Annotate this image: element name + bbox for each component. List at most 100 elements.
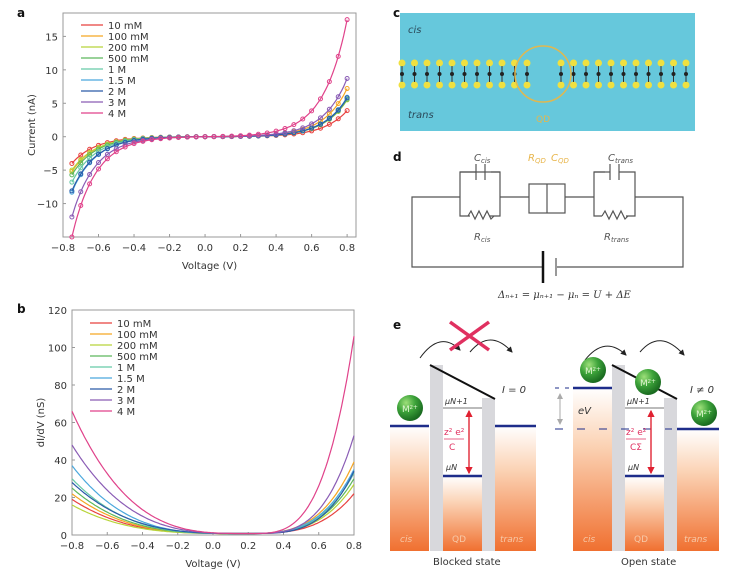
x-tick-label: 0.8 <box>346 541 362 552</box>
lipid-head <box>448 59 456 67</box>
lipid-head <box>557 59 565 67</box>
legend-label: 500 mM <box>117 352 158 363</box>
lipid-head <box>461 59 468 67</box>
equivalent-circuit: Ccis Rcis Ctrans Rtrans RQD CQD <box>411 153 684 283</box>
r-qd-label: RQD <box>528 153 546 165</box>
c-trans-label: Ctrans <box>608 153 633 165</box>
lipid-core <box>596 72 601 76</box>
iv-data-point <box>282 125 288 131</box>
lipid-head <box>670 81 677 89</box>
panel-label-c: c <box>393 6 401 20</box>
y-tick-label: 100 <box>48 344 67 355</box>
lipid-head <box>398 81 406 89</box>
iv-data-point <box>140 138 146 144</box>
qd-well <box>443 476 482 551</box>
hop-arrow-1 <box>584 345 627 361</box>
iv-data-point <box>78 160 84 166</box>
lipid-core <box>659 72 663 76</box>
iv-data-point <box>264 130 270 136</box>
wire-left <box>411 196 542 268</box>
iv-data-point <box>255 131 261 137</box>
legend-label: 200 mM <box>108 43 149 54</box>
iv-data-point <box>158 136 164 142</box>
lipid-head <box>595 59 602 67</box>
c-cis-label: Ccis <box>474 153 491 165</box>
lipid-core <box>475 72 479 76</box>
lipid-core <box>400 72 404 76</box>
lipid-head <box>620 59 627 67</box>
iv-data-point <box>113 146 119 152</box>
iv-data-point <box>273 128 279 134</box>
barrier-left <box>612 365 625 551</box>
r-trans-label: Rtrans <box>604 232 629 244</box>
x-tick-label: 0.8 <box>339 243 355 254</box>
membrane-schematic: cis trans QD <box>398 13 695 131</box>
y-tick-label: 10 <box>45 66 58 77</box>
legend-label: 3 M <box>108 98 126 109</box>
lipid-core <box>450 72 454 76</box>
iv-data-point <box>211 134 217 140</box>
y-axis-label: dI/dV (nS) <box>36 398 47 448</box>
iv-data-point <box>335 101 341 107</box>
lipid-core <box>646 72 651 76</box>
y-tick-label: 120 <box>48 306 67 317</box>
iv-data-point <box>344 76 350 82</box>
iv-data-point <box>202 134 208 140</box>
lipid-head <box>523 81 531 89</box>
lipid-head <box>436 59 443 67</box>
lipid-head <box>436 81 443 89</box>
lipid-head <box>523 59 531 67</box>
lipid-head <box>657 59 665 67</box>
wire-right <box>557 196 684 268</box>
hop-arrow-1 <box>419 341 461 359</box>
lipid-head <box>411 59 418 67</box>
lipid-head <box>423 81 431 89</box>
lipid-head <box>570 81 577 89</box>
mu-n-label: μN <box>445 463 457 472</box>
legend-label: 1 M <box>117 363 135 374</box>
conductance-line <box>71 336 355 535</box>
iv-data-point <box>326 79 332 85</box>
x-tick-label: −0.8 <box>60 541 84 552</box>
legend-label: 1 M <box>108 65 126 76</box>
charging-energy-den: C <box>449 443 455 453</box>
x-tick-label: −0.4 <box>130 541 154 552</box>
trans-reservoir <box>495 426 536 551</box>
iv-data-point <box>175 134 181 140</box>
iv-data-point <box>273 131 279 137</box>
ion-label: Mz+ <box>402 404 418 415</box>
qd-well <box>625 476 664 551</box>
legend-label: 100 mM <box>117 330 158 341</box>
x-tick-label: −0.6 <box>86 243 110 254</box>
y-tick-label: 80 <box>54 381 67 392</box>
legend-label: 100 mM <box>108 32 149 43</box>
lipid-head <box>595 81 602 89</box>
legend-label: 1.5 M <box>108 76 136 87</box>
panel-label-e: e <box>393 318 402 332</box>
blocked-state-caption: Blocked state <box>433 557 501 568</box>
iv-data-point <box>69 167 75 173</box>
legend-label: 500 mM <box>108 54 149 65</box>
y-tick-label: 20 <box>54 494 67 505</box>
lipid-head <box>657 81 665 89</box>
trans-rc-right <box>619 171 636 217</box>
legend-label: 2 M <box>108 87 126 98</box>
trans-rc-left <box>593 171 605 217</box>
iv-data-point <box>78 171 84 177</box>
iv-data-point <box>184 134 190 140</box>
lipid-head <box>645 59 652 67</box>
lipid-core <box>437 72 442 76</box>
x-tick-label: 0.6 <box>304 243 320 254</box>
iv-data-point <box>78 157 84 163</box>
x-tick-label: 0.2 <box>240 541 256 552</box>
lipid-head <box>498 59 506 67</box>
region-cis: cis <box>400 535 412 545</box>
x-tick-label: 0.4 <box>276 541 292 552</box>
lipid-head <box>682 81 690 89</box>
y-tick-label: 15 <box>45 32 58 43</box>
plot-frame <box>62 12 357 238</box>
iv-data-point <box>344 17 350 23</box>
lipid-core <box>584 72 588 76</box>
lipid-head <box>682 59 690 67</box>
lipid-head <box>607 81 615 89</box>
